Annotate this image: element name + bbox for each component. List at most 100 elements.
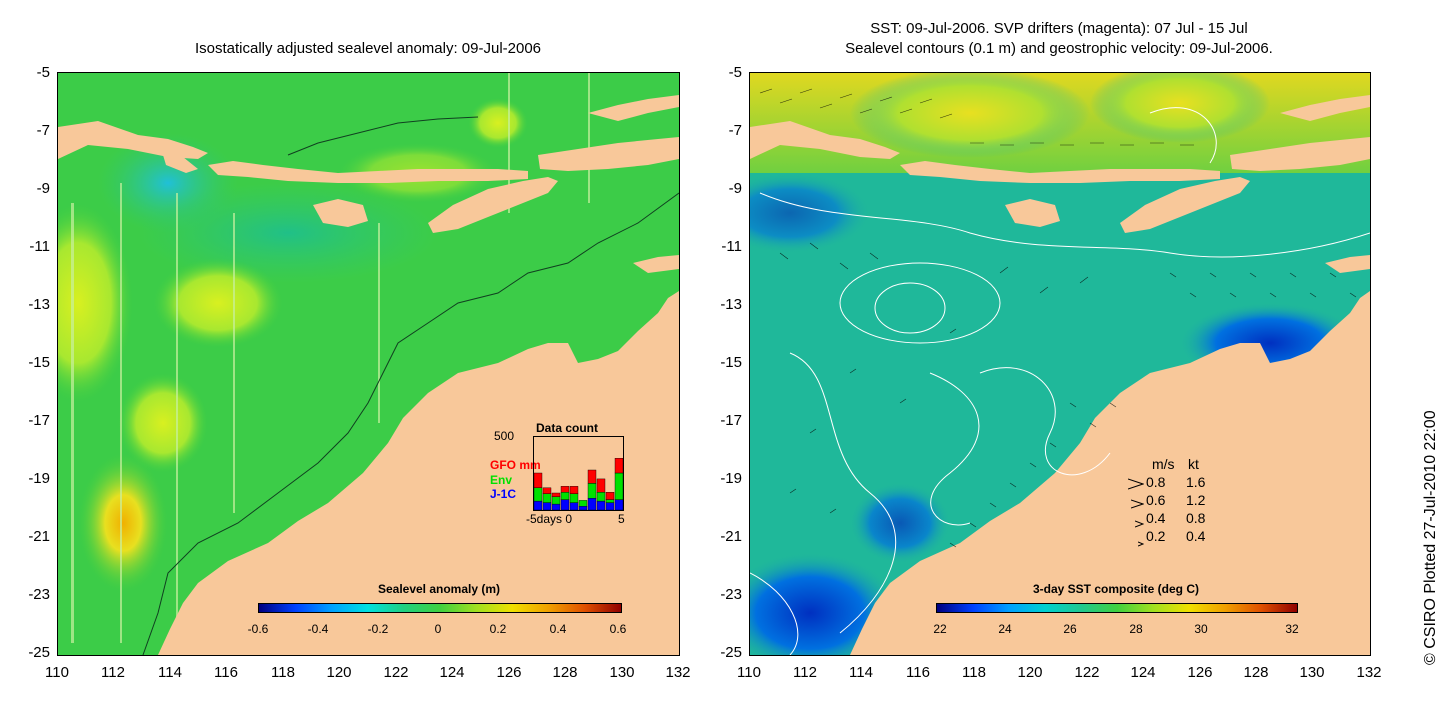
sla-blob xyxy=(153,258,283,348)
sumba-land xyxy=(1005,199,1060,227)
data-count-ymax: 500 xyxy=(494,429,515,443)
data-count-bar-blue xyxy=(614,499,624,511)
y-tick: -5 xyxy=(36,64,50,81)
arrow-icon xyxy=(1137,533,1145,551)
y-tick: -21 xyxy=(28,528,50,545)
indonesia-north-land xyxy=(1230,137,1370,171)
cbar-tick: 0.4 xyxy=(549,622,567,636)
cbar-tick: 24 xyxy=(998,622,1012,636)
sealevel-contours xyxy=(750,107,1370,655)
x-tick: 116 xyxy=(906,664,930,681)
data-count-bar-red xyxy=(569,486,579,494)
cbar-tick: -0.2 xyxy=(367,622,389,636)
y-tick: -9 xyxy=(728,180,742,197)
data-count-bar-red xyxy=(587,469,597,484)
data-count-bar-blue xyxy=(605,502,615,511)
left-map-panel xyxy=(57,72,680,656)
sla-colorbar xyxy=(258,603,622,613)
data-count-bar-red xyxy=(596,478,606,493)
x-tick: 124 xyxy=(439,664,465,681)
data-count-bar-blue xyxy=(587,498,597,511)
data-count-bar-green xyxy=(596,492,606,502)
x-tick: 110 xyxy=(737,664,761,681)
sst-blob xyxy=(850,483,950,563)
y-tick: -11 xyxy=(29,238,50,255)
australia-land xyxy=(850,291,1370,655)
y-tick: -23 xyxy=(28,586,50,603)
x-tick: 120 xyxy=(1017,664,1043,681)
arrow-icon xyxy=(1130,495,1145,513)
y-tick: -15 xyxy=(720,354,742,371)
cbar-tick: 0.2 xyxy=(489,622,507,636)
data-count-bar-green xyxy=(533,487,543,502)
right-map-title-line2: Sealevel contours (0.1 m) and geostrophi… xyxy=(845,40,1273,57)
cbar-tick: -0.4 xyxy=(307,622,329,636)
small-island-land xyxy=(633,255,679,273)
timor-land xyxy=(428,177,558,233)
indonesia-north-land xyxy=(538,137,679,171)
data-count-bar-red xyxy=(614,458,624,474)
data-count-bar-green xyxy=(569,493,579,503)
sst-colorbar xyxy=(936,603,1298,613)
data-count-xend: 5 xyxy=(618,512,625,526)
legend-header-kt: kt xyxy=(1188,456,1199,472)
x-tick: 110 xyxy=(45,664,69,681)
cbar-tick: -0.6 xyxy=(247,622,269,636)
cbar-tick: 30 xyxy=(1194,622,1208,636)
cbar-tick: 32 xyxy=(1285,622,1299,636)
timor-land xyxy=(1120,177,1250,233)
shelf-contour xyxy=(287,116,479,156)
altimeter-tracks xyxy=(71,73,590,643)
data-count-bar-green xyxy=(614,472,624,500)
right-map-title-line1: SST: 09-Jul-2006. SVP drifters (magenta)… xyxy=(870,20,1248,37)
credit-text: © CSIRO Plotted 27-Jul-2010 22:00 xyxy=(1422,410,1439,665)
legend-gfo: GFO mm xyxy=(490,458,541,472)
left-map-svg xyxy=(58,73,679,655)
sst-blob xyxy=(850,73,1090,158)
x-tick: 124 xyxy=(1130,664,1156,681)
y-tick: -7 xyxy=(36,122,50,139)
data-count-bar-red xyxy=(551,492,561,497)
cbar-tick: 0 xyxy=(434,622,442,636)
indonesia-north-land xyxy=(58,121,208,159)
arrow-icon xyxy=(1134,514,1145,532)
y-tick: -9 xyxy=(36,180,50,197)
x-tick: 118 xyxy=(271,664,295,681)
y-tick: -17 xyxy=(28,412,50,429)
indonesia-north-land xyxy=(208,161,528,183)
y-tick: -13 xyxy=(28,296,50,313)
sumba-land xyxy=(313,199,368,227)
indonesia-north-land xyxy=(1280,95,1370,121)
legend-j1c: J-1C xyxy=(490,487,517,501)
y-tick: -5 xyxy=(728,64,742,81)
x-tick: 114 xyxy=(849,664,873,681)
x-tick: 132 xyxy=(1356,664,1382,681)
data-count-bar-blue xyxy=(596,500,606,511)
data-count-bar-blue xyxy=(533,500,543,511)
y-tick: -13 xyxy=(720,296,742,313)
y-tick: -21 xyxy=(720,528,742,545)
arrow-icon xyxy=(1127,476,1145,494)
data-count-xlabel: -5days 0 xyxy=(526,512,573,526)
cbar-tick: 28 xyxy=(1129,622,1143,636)
legend-env: Env xyxy=(490,473,513,487)
sla-blob xyxy=(78,453,168,593)
data-count-frame xyxy=(533,436,624,511)
y-tick: -17 xyxy=(720,412,742,429)
x-tick: 120 xyxy=(326,664,352,681)
data-count-bar-green xyxy=(551,496,561,505)
x-tick: 128 xyxy=(1243,664,1269,681)
y-tick: -25 xyxy=(28,644,50,661)
cbar-tick: 22 xyxy=(933,622,947,636)
data-count-bar-red xyxy=(560,486,570,493)
sla-colorbar-title: Sealevel anomaly (m) xyxy=(377,582,501,596)
y-tick: -11 xyxy=(721,238,742,255)
legend-header-ms: m/s xyxy=(1152,456,1175,472)
x-tick: 122 xyxy=(383,664,409,681)
x-tick: 132 xyxy=(665,664,691,681)
data-count-bar-red xyxy=(605,492,615,500)
right-map-panel xyxy=(749,72,1371,656)
y-tick: -23 xyxy=(720,586,742,603)
sla-blob xyxy=(468,98,528,148)
y-tick: -15 xyxy=(28,354,50,371)
